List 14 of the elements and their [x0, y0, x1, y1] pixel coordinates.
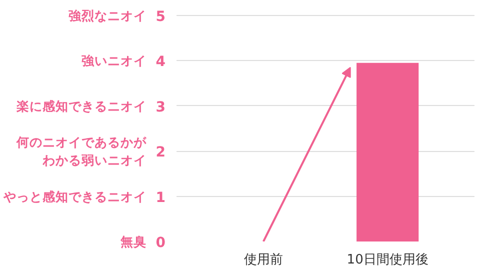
- x-tick-label: 使用前: [244, 252, 283, 268]
- text: 強烈なニオイ: [68, 8, 146, 23]
- text: 楽に感知できるニオイ: [16, 98, 146, 114]
- y-tick-label: 2: [156, 144, 166, 161]
- y-tick-label: 4: [156, 54, 166, 70]
- x-tick-label: 10日間使用後: [346, 252, 428, 268]
- text: 強いニオイ: [82, 53, 146, 68]
- y-tick-label: 3: [156, 99, 166, 116]
- y-tick-label: 1: [156, 190, 166, 206]
- text: 無臭: [120, 234, 146, 249]
- text: 何のニオイであるかがわかる弱いニオイ: [16, 134, 148, 168]
- y-tick-label: 5: [156, 8, 166, 25]
- y-tick-label: 0: [156, 235, 166, 251]
- text: やっと感知できるニオイ: [2, 188, 146, 204]
